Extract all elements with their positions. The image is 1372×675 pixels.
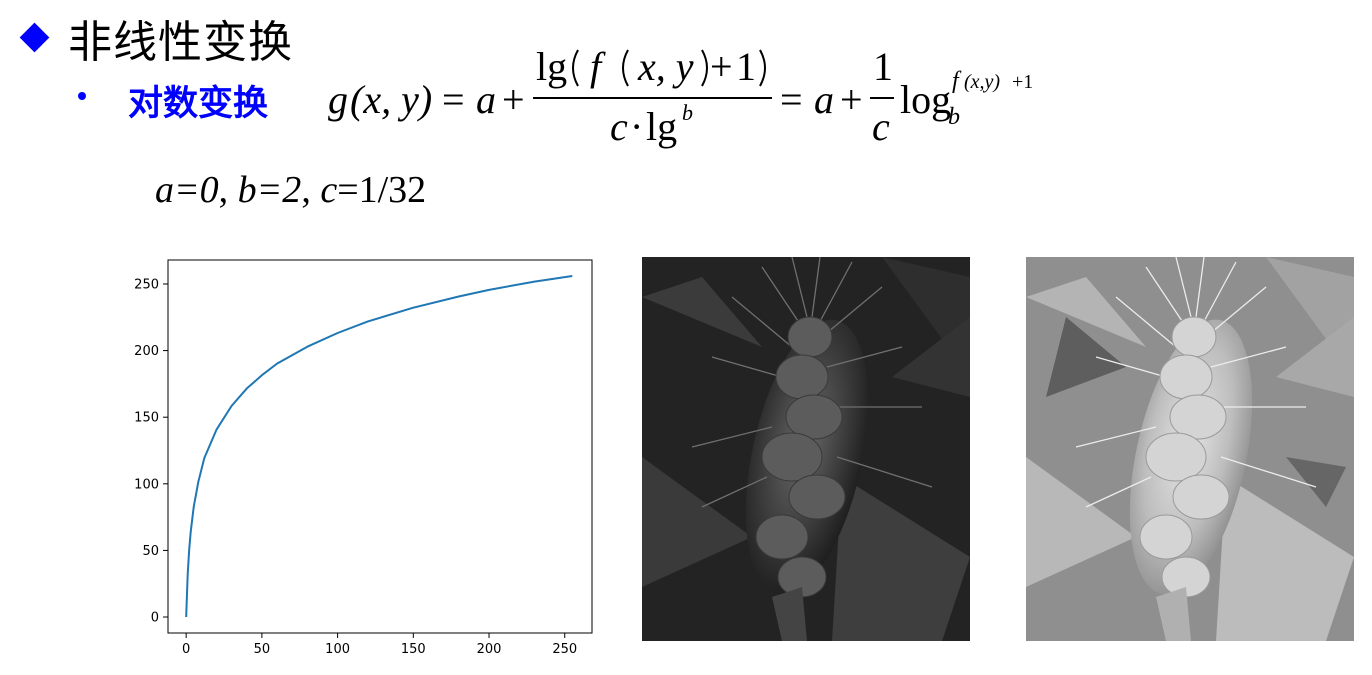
y-tick-label: 150 — [134, 411, 159, 426]
formula-paren-close-outer — [759, 49, 766, 87]
y-tick-label: 0 — [151, 611, 159, 626]
series-group — [185, 275, 573, 618]
formula-eq-1: = — [442, 77, 465, 122]
transformed-wheat-image — [1026, 257, 1354, 641]
y-tick-label: 250 — [134, 277, 159, 292]
param-b: b=2 — [237, 169, 302, 211]
formula-log: log — [900, 77, 951, 122]
param-sep-1: , — [218, 169, 238, 211]
formula-xy: x, y — [637, 44, 694, 89]
formula-plus-numerator: + — [710, 44, 733, 89]
formula-dot: · — [630, 104, 643, 149]
x-tick-label: 0 — [182, 642, 190, 657]
param-c-name: c — [320, 169, 338, 211]
x-tick-label: 150 — [401, 642, 426, 657]
y-tick-label: 100 — [134, 477, 159, 492]
formula-one-fraction: 1 — [873, 44, 893, 89]
formula-paren-open-outer — [572, 49, 579, 87]
formula-a-1: a — [476, 77, 496, 122]
x-tick-label: 250 — [552, 642, 577, 657]
series-line-log-curve — [185, 275, 573, 618]
param-a: a=0 — [155, 169, 219, 211]
x-tick-label: 200 — [477, 642, 502, 657]
formula-eq-2: = — [780, 77, 803, 122]
parameters-line: a=0, b=2, c=1/32 — [155, 168, 426, 212]
formula-exp-xy: (x,y) — [964, 71, 1000, 93]
formula-one-numerator: 1 — [736, 44, 756, 89]
formula-f: f — [590, 44, 606, 89]
formula-plus-1: + — [502, 77, 525, 122]
formula-plus-2: + — [840, 77, 863, 122]
formula-exp-f: f — [952, 68, 962, 94]
y-axis-ticks: 0 50 100 150 200 250 — [134, 277, 168, 626]
slide-title: 非线性变换 — [20, 8, 293, 68]
formula-paren-close-inner — [701, 49, 708, 87]
formula-a-2: a — [814, 77, 834, 122]
bullet-dot-icon — [78, 92, 86, 100]
plot-frame — [167, 259, 593, 634]
formula-exp-plus1: +1 — [1012, 71, 1033, 93]
y-tick-label: 200 — [134, 344, 159, 359]
formula-paren-open-inner — [622, 49, 629, 87]
param-sep-2: , — [301, 169, 321, 211]
x-axis-ticks: 0 50 100 150 200 250 — [182, 633, 577, 657]
formula-lhs-args: (x, y) — [350, 77, 432, 122]
formula-c-fraction: c — [872, 104, 890, 149]
formula-g: g — [328, 77, 348, 122]
slide-title-text: 非线性变换 — [68, 17, 293, 68]
log-transform-formula: g (x, y) = a + lg f x, y + 1 c · lg b = … — [328, 44, 1033, 149]
x-tick-label: 100 — [325, 642, 350, 657]
formula-b-superscript: b — [682, 100, 693, 125]
param-c-value: =1/32 — [337, 169, 427, 211]
original-wheat-image — [642, 257, 970, 641]
formula-c-denominator: c — [610, 104, 628, 149]
y-tick-label: 50 — [142, 544, 159, 559]
log-curve-chart: 0 50 100 150 200 250 0 50 100 150 200 250 — [134, 259, 593, 657]
formula-log-base-b: b — [948, 104, 960, 130]
x-tick-label: 50 — [254, 642, 271, 657]
formula-lg-denominator: lg — [646, 104, 677, 149]
section-subtitle: 对数变换 — [128, 84, 269, 124]
formula-lg-numerator: lg — [536, 44, 567, 89]
